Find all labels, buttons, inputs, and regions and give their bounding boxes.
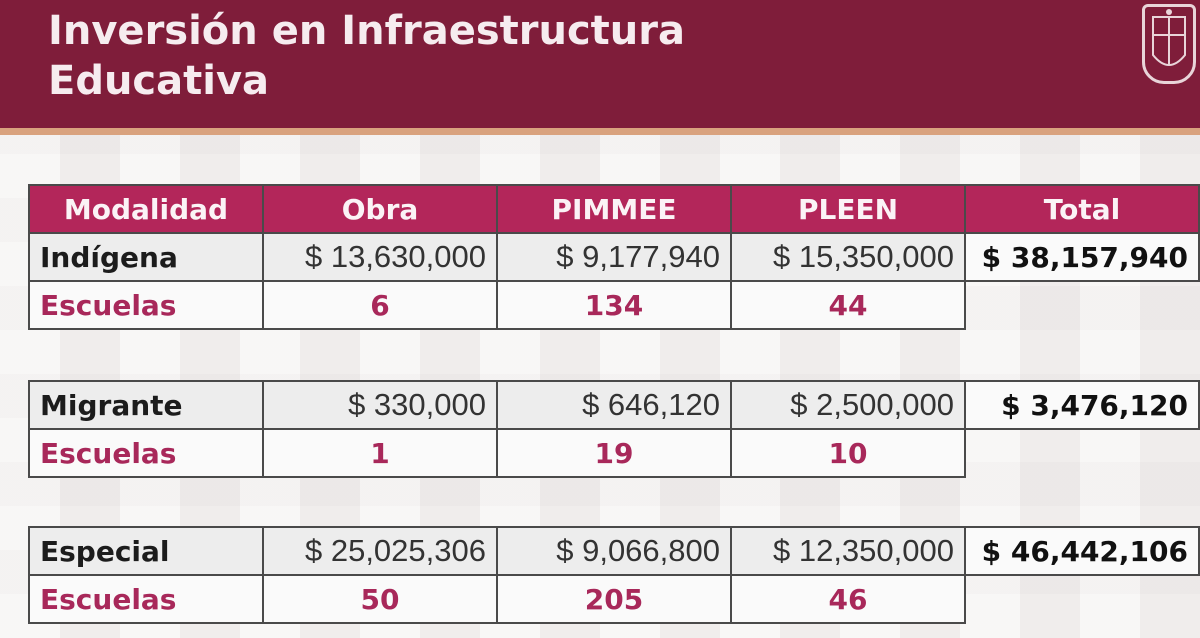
pleen-cell: $ 15,350,000 — [730, 232, 966, 282]
table-header-row: Modalidad Obra PIMMEE PLEEN Total — [28, 184, 1200, 234]
pimmee-cell: $ 646,120 — [496, 380, 732, 430]
pimmee-cell: $ 9,066,800 — [496, 526, 732, 576]
obra-cell: $ 25,025,306 — [262, 526, 498, 576]
escuelas-pimmee-cell: 134 — [496, 280, 732, 330]
table-row: Indígena $ 13,630,000 $ 9,177,940 $ 15,3… — [28, 232, 1200, 282]
escuelas-label: Escuelas — [28, 428, 264, 478]
column-header-total: Total — [964, 184, 1200, 234]
escuelas-row: Escuelas 6 134 44 — [28, 280, 1199, 330]
investment-table-migrante: Migrante $ 330,000 $ 646,120 $ 2,500,000… — [28, 380, 1200, 478]
escuelas-pimmee-cell: 19 — [496, 428, 732, 478]
table-row: Especial $ 25,025,306 $ 9,066,800 $ 12,3… — [28, 526, 1200, 576]
modalidad-cell: Indígena — [28, 232, 264, 282]
header-stripe — [0, 128, 1200, 135]
escuelas-label: Escuelas — [28, 574, 264, 624]
modalidad-cell: Migrante — [28, 380, 264, 430]
header-banner — [0, 0, 1200, 128]
investment-table-indigena: Modalidad Obra PIMMEE PLEEN Total Indíge… — [28, 184, 1200, 330]
escuelas-pleen-cell: 10 — [730, 428, 966, 478]
pleen-cell: $ 2,500,000 — [730, 380, 966, 430]
empty-cell — [965, 281, 1199, 329]
investment-table-especial: Especial $ 25,025,306 $ 9,066,800 $ 12,3… — [28, 526, 1200, 624]
pimmee-cell: $ 9,177,940 — [496, 232, 732, 282]
total-cell: $ 38,157,940 — [964, 232, 1200, 282]
title-line-1: Inversión en Infraestructura — [48, 8, 685, 54]
obra-cell: $ 330,000 — [262, 380, 498, 430]
empty-cell — [965, 429, 1199, 477]
pleen-cell: $ 12,350,000 — [730, 526, 966, 576]
column-header-obra: Obra — [262, 184, 498, 234]
column-header-pleen: PLEEN — [730, 184, 966, 234]
escuelas-row: Escuelas 50 205 46 — [28, 574, 1199, 624]
escuelas-obra-cell: 50 — [262, 574, 498, 624]
table-row: Migrante $ 330,000 $ 646,120 $ 2,500,000… — [28, 380, 1200, 430]
state-seal-icon — [1142, 4, 1196, 84]
empty-cell — [965, 575, 1199, 623]
column-header-pimmee: PIMMEE — [496, 184, 732, 234]
escuelas-pimmee-cell: 205 — [496, 574, 732, 624]
escuelas-label: Escuelas — [28, 280, 264, 330]
obra-cell: $ 13,630,000 — [262, 232, 498, 282]
escuelas-obra-cell: 6 — [262, 280, 498, 330]
total-cell: $ 3,476,120 — [964, 380, 1200, 430]
column-header-modalidad: Modalidad — [28, 184, 264, 234]
escuelas-pleen-cell: 46 — [730, 574, 966, 624]
page-title: Inversión en Infraestructura Educativa — [48, 6, 685, 106]
escuelas-obra-cell: 1 — [262, 428, 498, 478]
title-line-2: Educativa — [48, 58, 270, 104]
escuelas-row: Escuelas 1 19 10 — [28, 428, 1199, 478]
modalidad-cell: Especial — [28, 526, 264, 576]
escuelas-pleen-cell: 44 — [730, 280, 966, 330]
total-cell: $ 46,442,106 — [964, 526, 1200, 576]
